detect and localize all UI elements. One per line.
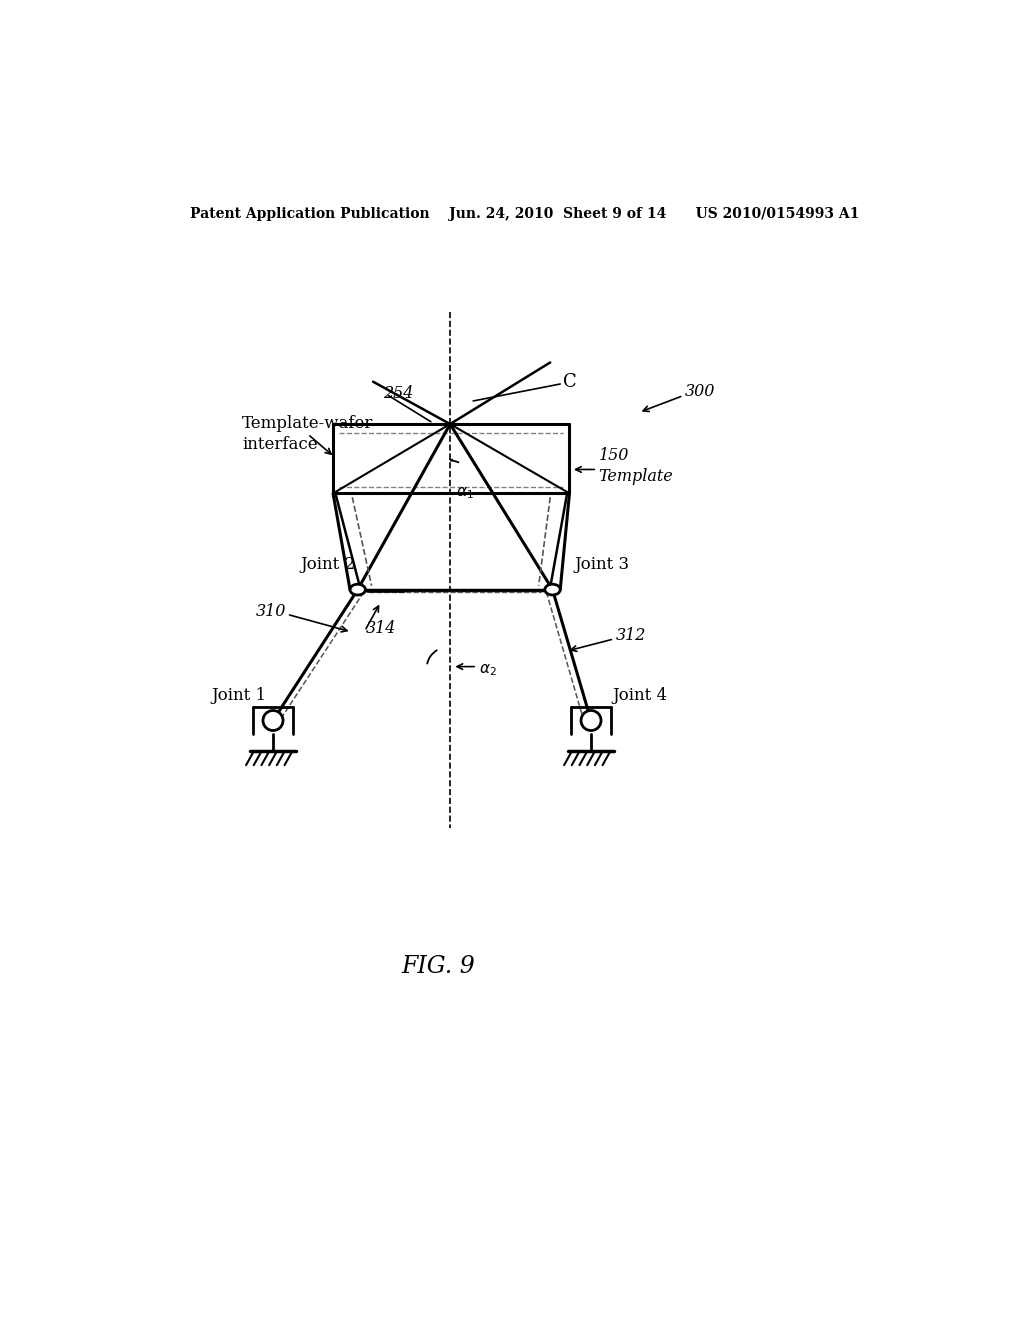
Text: Joint 4: Joint 4 <box>612 688 668 705</box>
Text: Joint 3: Joint 3 <box>574 557 629 573</box>
Text: $\alpha_1$: $\alpha_1$ <box>457 486 474 502</box>
Text: C: C <box>563 372 578 391</box>
Ellipse shape <box>545 585 560 595</box>
Text: 312: 312 <box>615 627 646 644</box>
Text: Patent Application Publication    Jun. 24, 2010  Sheet 9 of 14      US 2010/0154: Patent Application Publication Jun. 24, … <box>190 207 859 220</box>
Text: Joint 2: Joint 2 <box>300 557 355 573</box>
Text: FIG. 9: FIG. 9 <box>401 956 475 978</box>
Text: 310: 310 <box>256 603 286 619</box>
Text: 314: 314 <box>367 619 396 636</box>
Text: 150
Template: 150 Template <box>599 447 674 486</box>
Ellipse shape <box>350 585 366 595</box>
Text: 300: 300 <box>685 383 716 400</box>
Text: Template-wafer
interface: Template-wafer interface <box>243 414 374 453</box>
Circle shape <box>263 710 283 730</box>
Text: 254: 254 <box>383 384 414 401</box>
Circle shape <box>581 710 601 730</box>
Text: Joint 1: Joint 1 <box>211 688 266 705</box>
Text: $\alpha_2$: $\alpha_2$ <box>479 663 497 678</box>
